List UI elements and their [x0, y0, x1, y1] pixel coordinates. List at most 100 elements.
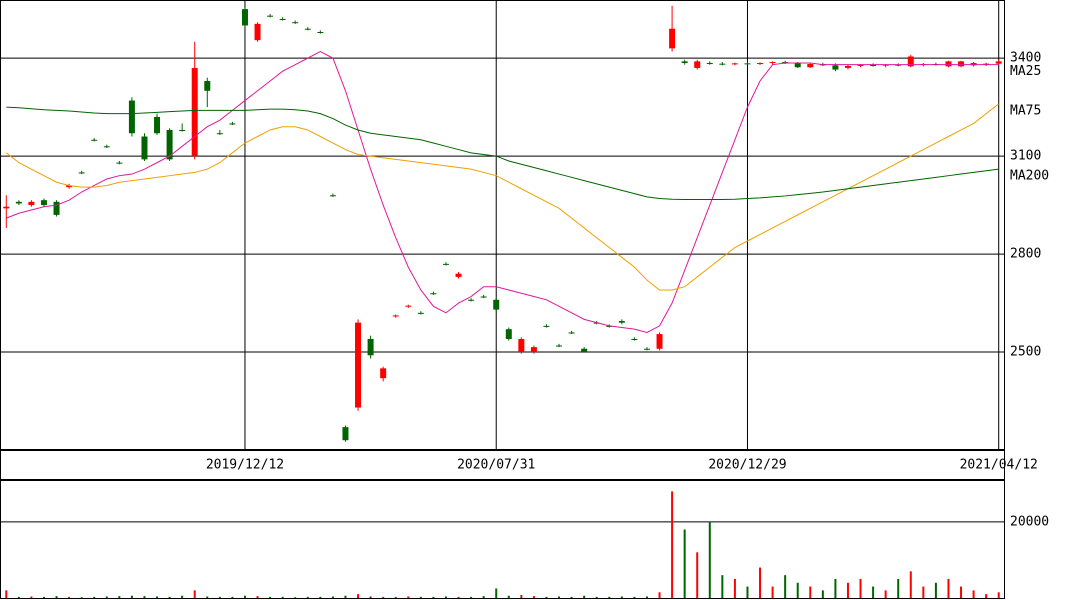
candle-body — [229, 123, 236, 125]
candle-body — [279, 18, 286, 20]
candle-body — [769, 62, 776, 64]
candle-body — [3, 206, 10, 209]
candle-body — [241, 9, 248, 26]
candle-body — [329, 195, 336, 197]
candle-body — [958, 61, 965, 67]
volume-bar — [206, 596, 209, 598]
ma-label: MA75 — [1010, 103, 1041, 118]
candle-body — [543, 325, 550, 327]
candle-body — [191, 67, 198, 157]
candle-body — [480, 296, 487, 298]
volume-bar — [369, 596, 372, 598]
volume-bar — [947, 578, 950, 598]
volume-bar — [997, 592, 1000, 598]
volume-bar — [306, 596, 309, 598]
candle-body — [719, 63, 726, 65]
candle-body — [442, 263, 449, 265]
volume-bar — [17, 596, 20, 598]
volume-bar — [470, 596, 473, 598]
candle-body — [807, 64, 814, 68]
candle-body — [794, 63, 801, 68]
candle-body — [15, 201, 22, 204]
candle-body — [518, 338, 525, 353]
volume-bar — [143, 596, 146, 598]
volume-bar — [93, 596, 96, 598]
candle-body — [857, 64, 864, 66]
candle-body — [342, 427, 349, 441]
price-frame — [0, 0, 1005, 450]
candle-body — [568, 332, 575, 334]
volume-frame — [0, 480, 1005, 599]
candle-body — [179, 129, 186, 131]
candle-body — [731, 63, 738, 65]
volume-bar — [784, 575, 787, 598]
volume-bar — [884, 590, 887, 598]
candle-body — [66, 185, 73, 188]
candle-body — [669, 28, 676, 49]
volume-bar — [771, 586, 774, 598]
volume-bar — [457, 596, 460, 598]
volume-bar — [922, 586, 925, 598]
candle-body — [216, 133, 223, 135]
volume-bar — [796, 582, 799, 598]
candle-body — [304, 28, 311, 30]
candle-body — [103, 146, 110, 148]
volume-bar — [269, 596, 272, 598]
volume-bar — [859, 578, 862, 598]
volume-bar — [608, 596, 611, 598]
candle-body — [154, 116, 161, 134]
candle-body — [505, 329, 512, 339]
volume-bar — [30, 596, 33, 598]
ma-label: MA25 — [1010, 64, 1041, 79]
volume-bar — [181, 595, 184, 598]
candle-body — [757, 63, 764, 65]
ma-line — [6, 51, 999, 333]
candle-body — [28, 201, 35, 206]
candle-body — [392, 315, 399, 317]
candle-body — [618, 321, 625, 323]
candle-body — [455, 273, 462, 277]
candle-body — [907, 56, 914, 67]
candle-body — [116, 162, 123, 164]
volume-bar — [256, 596, 259, 598]
volume-bar — [972, 590, 975, 598]
volume-bar — [834, 578, 837, 598]
candle-body — [694, 61, 701, 68]
volume-bar — [331, 596, 334, 598]
volume-bar — [520, 594, 523, 598]
volume-bar — [558, 596, 561, 598]
volume-bar — [583, 595, 586, 598]
volume-bar — [319, 596, 322, 598]
volume-bar — [897, 578, 900, 598]
candle-body — [744, 63, 751, 65]
volume-bar — [231, 596, 234, 598]
candle-body — [995, 61, 1002, 64]
volume-bar — [633, 596, 636, 598]
volume-bar — [68, 596, 71, 598]
y-tick-label: 3100 — [1010, 149, 1041, 164]
volume-bar — [130, 595, 133, 598]
candle-body — [367, 338, 374, 356]
candle-body — [141, 136, 148, 160]
volume-bar — [218, 596, 221, 598]
volume-bar — [683, 529, 686, 598]
volume-bar — [620, 596, 623, 598]
date-frame — [0, 450, 1005, 480]
volume-bar — [507, 595, 510, 598]
y-tick-label: 3400 — [1010, 51, 1041, 66]
candle-body — [643, 348, 650, 350]
candle-body — [317, 32, 324, 34]
candle-body — [53, 201, 60, 215]
candle-body — [380, 368, 387, 379]
candle-body — [581, 348, 588, 353]
candle-body — [870, 64, 877, 66]
volume-bar — [80, 597, 83, 598]
volume-bar — [294, 597, 297, 598]
volume-bar — [909, 571, 912, 598]
volume-bar — [821, 590, 824, 598]
volume-bar — [281, 596, 284, 598]
candle-body — [91, 139, 98, 141]
volume-bar — [419, 596, 422, 598]
